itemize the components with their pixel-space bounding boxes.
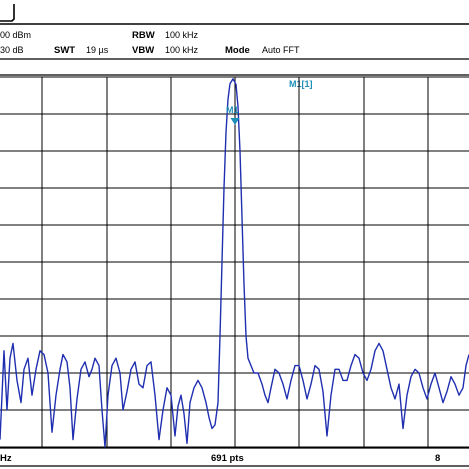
marker-m1-arrow-icon xyxy=(230,118,240,125)
vbw-value: 100 kHz xyxy=(165,45,199,55)
graticule-grid xyxy=(0,76,469,448)
vbw-label: VBW xyxy=(132,45,154,56)
rbw-value: 100 kHz xyxy=(165,30,199,40)
footer-start-freq: Hz xyxy=(0,453,12,464)
mode-label: Mode xyxy=(225,45,250,56)
marker-readout: M1[1] xyxy=(289,79,313,89)
footer-sweep-points: 691 pts xyxy=(211,453,244,464)
spectrum-trace xyxy=(0,78,469,448)
marker-m1-label: M1 xyxy=(226,105,239,115)
swt-label: SWT xyxy=(54,45,75,56)
footer-stop-freq: 8 xyxy=(435,453,440,464)
ref-level-value: 00 dBm xyxy=(0,30,31,40)
window-tab-outline xyxy=(0,4,15,22)
swt-value: 19 µs xyxy=(86,45,109,55)
attenuation-value: 30 dB xyxy=(0,45,24,55)
rbw-label: RBW xyxy=(132,30,155,41)
mode-value: Auto FFT xyxy=(262,45,300,55)
marker-m1: M1 xyxy=(226,105,240,125)
